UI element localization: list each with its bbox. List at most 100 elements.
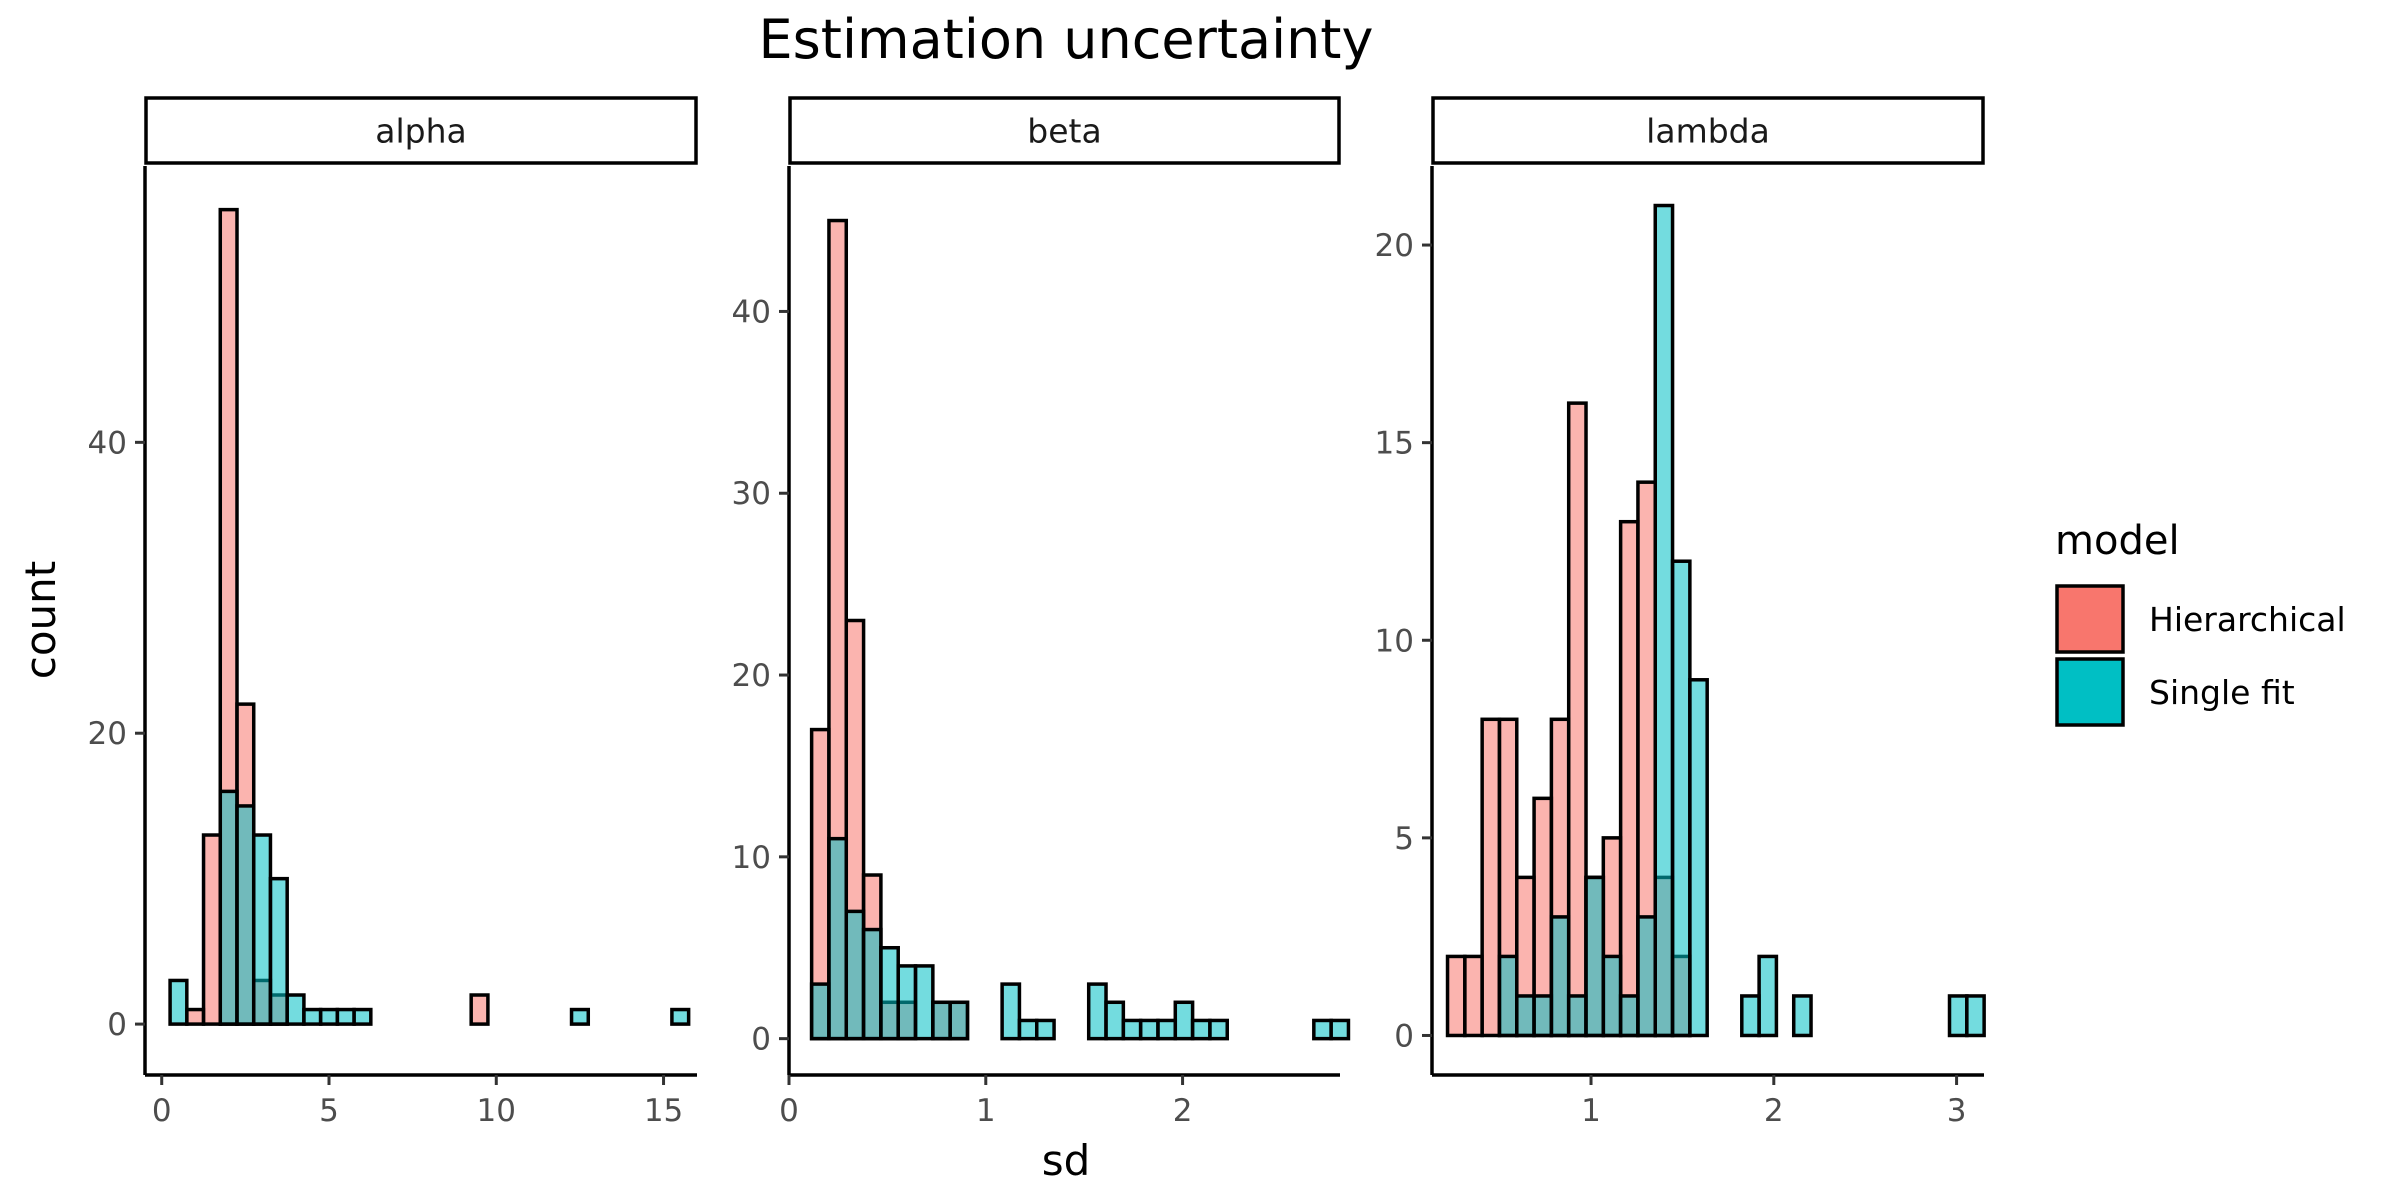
- legend-title: model: [2055, 518, 2180, 564]
- x-tick-label: 2: [1764, 1093, 1784, 1129]
- histogram-bar: [1566, 401, 1588, 1038]
- facet-strip-label: lambda: [1646, 112, 1770, 151]
- histogram-bar: [218, 789, 239, 1026]
- histogram-bar: [1497, 954, 1519, 1038]
- y-tick-label: 40: [88, 425, 127, 461]
- histogram-bar: [1445, 954, 1467, 1038]
- x-tick-label: 3: [1947, 1093, 1967, 1129]
- facet-strip: [144, 96, 698, 165]
- legend-swatch: [2055, 657, 2125, 727]
- histogram-bar: [1480, 717, 1502, 1038]
- histogram-bar: [1688, 678, 1709, 1038]
- histogram-bar: [1515, 994, 1536, 1038]
- histogram-bar: [1086, 982, 1108, 1041]
- histogram-bar: [1757, 954, 1779, 1038]
- histogram-bar: [168, 978, 189, 1026]
- histogram-bar: [1312, 1018, 1333, 1041]
- y-tick-label: 40: [732, 294, 771, 330]
- y-axis-label: count: [16, 561, 65, 680]
- x-tick-label: 15: [644, 1093, 683, 1129]
- histogram-bar: [1190, 1018, 1212, 1041]
- y-tick-label: 0: [1394, 1018, 1414, 1054]
- histogram-bar: [861, 927, 883, 1041]
- histogram-bar: [1566, 994, 1588, 1038]
- histogram-bar: [1208, 1018, 1229, 1041]
- histogram-bar: [1017, 1018, 1039, 1041]
- y-tick-label: 15: [1375, 426, 1414, 462]
- histogram-bar: [469, 993, 490, 1026]
- series-single-fit: [1497, 203, 1986, 1038]
- histogram-bar: [913, 964, 935, 1041]
- x-tick-label: 5: [319, 1093, 339, 1129]
- y-tick-label: 5: [1394, 821, 1414, 857]
- histogram-bar: [1121, 1018, 1143, 1041]
- legend-entries: Hierarchical Single fit: [2055, 584, 2346, 727]
- histogram-bar: [285, 993, 306, 1026]
- x-tick-label: 2: [1173, 1093, 1193, 1129]
- y-tick-label: 10: [1375, 623, 1414, 659]
- histogram-bar: [1463, 954, 1484, 1038]
- facet-panel-alpha: alpha 0 20 40 0 5 10 15: [88, 96, 698, 1129]
- histogram-bar: [1549, 915, 1571, 1038]
- facet-panels: alpha 0 20 40 0 5 10 15 beta 0 10 20 30 40 0 1 2 lambda 0 5…: [88, 96, 1986, 1129]
- histogram-bar: [235, 804, 256, 1026]
- facet-strip-label: alpha: [375, 112, 466, 151]
- x-tick-label: 0: [152, 1093, 172, 1129]
- histogram-bar: [201, 833, 223, 1026]
- histogram-bar: [827, 836, 849, 1041]
- histogram-bar: [1618, 519, 1640, 1038]
- histogram-bar: [1104, 1000, 1126, 1041]
- histogram-bar: [302, 1007, 323, 1026]
- series-single-fit: [809, 836, 1351, 1041]
- histogram-bar: [844, 909, 866, 1041]
- histogram-bar: [1618, 994, 1640, 1038]
- legend-swatch: [2055, 584, 2125, 654]
- histogram-bar: [1532, 994, 1554, 1038]
- histogram-bar: [1601, 954, 1623, 1038]
- histogram-bar: [1173, 1000, 1195, 1041]
- y-tick-label: 0: [751, 1022, 771, 1058]
- histogram-bar: [1138, 1018, 1160, 1041]
- histogram-bar: [318, 1007, 340, 1026]
- y-tick-label: 20: [88, 716, 127, 752]
- x-axis-label: sd: [1042, 1136, 1091, 1185]
- legend-entry: Hierarchical: [2055, 584, 2346, 654]
- histogram-bar: [1584, 875, 1606, 1038]
- histogram-bar: [809, 982, 831, 1041]
- histogram-bar: [1740, 994, 1761, 1038]
- facet-strip: [788, 96, 1341, 165]
- facet-panel-beta: beta 0 10 20 30 40 0 1 2: [732, 96, 1351, 1129]
- legend-entry: Single fit: [2055, 657, 2295, 727]
- histogram-bar: [352, 1007, 373, 1026]
- histogram-bar: [1965, 994, 1986, 1038]
- histogram-bar: [1035, 1018, 1056, 1041]
- x-tick-label: 10: [477, 1093, 516, 1129]
- y-tick-label: 10: [732, 840, 771, 876]
- legend: model Hierarchical Single fit: [2055, 518, 2346, 727]
- y-tick-label: 30: [732, 476, 771, 512]
- series-single-fit: [168, 789, 691, 1026]
- facet-panel-lambda: lambda 0 5 10 15 20 1 2 3: [1375, 96, 1986, 1129]
- histogram-bar: [335, 1007, 356, 1026]
- histogram-bar: [896, 964, 918, 1041]
- histogram-bar: [1791, 994, 1813, 1038]
- y-tick-label: 20: [732, 658, 771, 694]
- histogram-bar: [185, 1007, 206, 1026]
- y-tick-label: 0: [107, 1007, 127, 1043]
- histogram-bar: [1947, 994, 1969, 1038]
- facet-strip: [1431, 96, 1985, 165]
- histogram-bar: [268, 876, 289, 1026]
- x-tick-label: 1: [976, 1093, 996, 1129]
- histogram-bar: [879, 945, 900, 1041]
- y-tick-label: 20: [1375, 228, 1414, 264]
- histogram-bar: [569, 1007, 591, 1026]
- histogram-bar: [1329, 1018, 1351, 1041]
- histogram-bar: [670, 1007, 691, 1026]
- histogram-bar: [1000, 982, 1022, 1041]
- x-tick-label: 1: [1581, 1093, 1601, 1129]
- histogram-bar: [1653, 203, 1675, 1038]
- facet-strip-label: beta: [1027, 112, 1101, 151]
- histogram-bar: [948, 1000, 970, 1041]
- legend-label: Hierarchical: [2149, 600, 2346, 639]
